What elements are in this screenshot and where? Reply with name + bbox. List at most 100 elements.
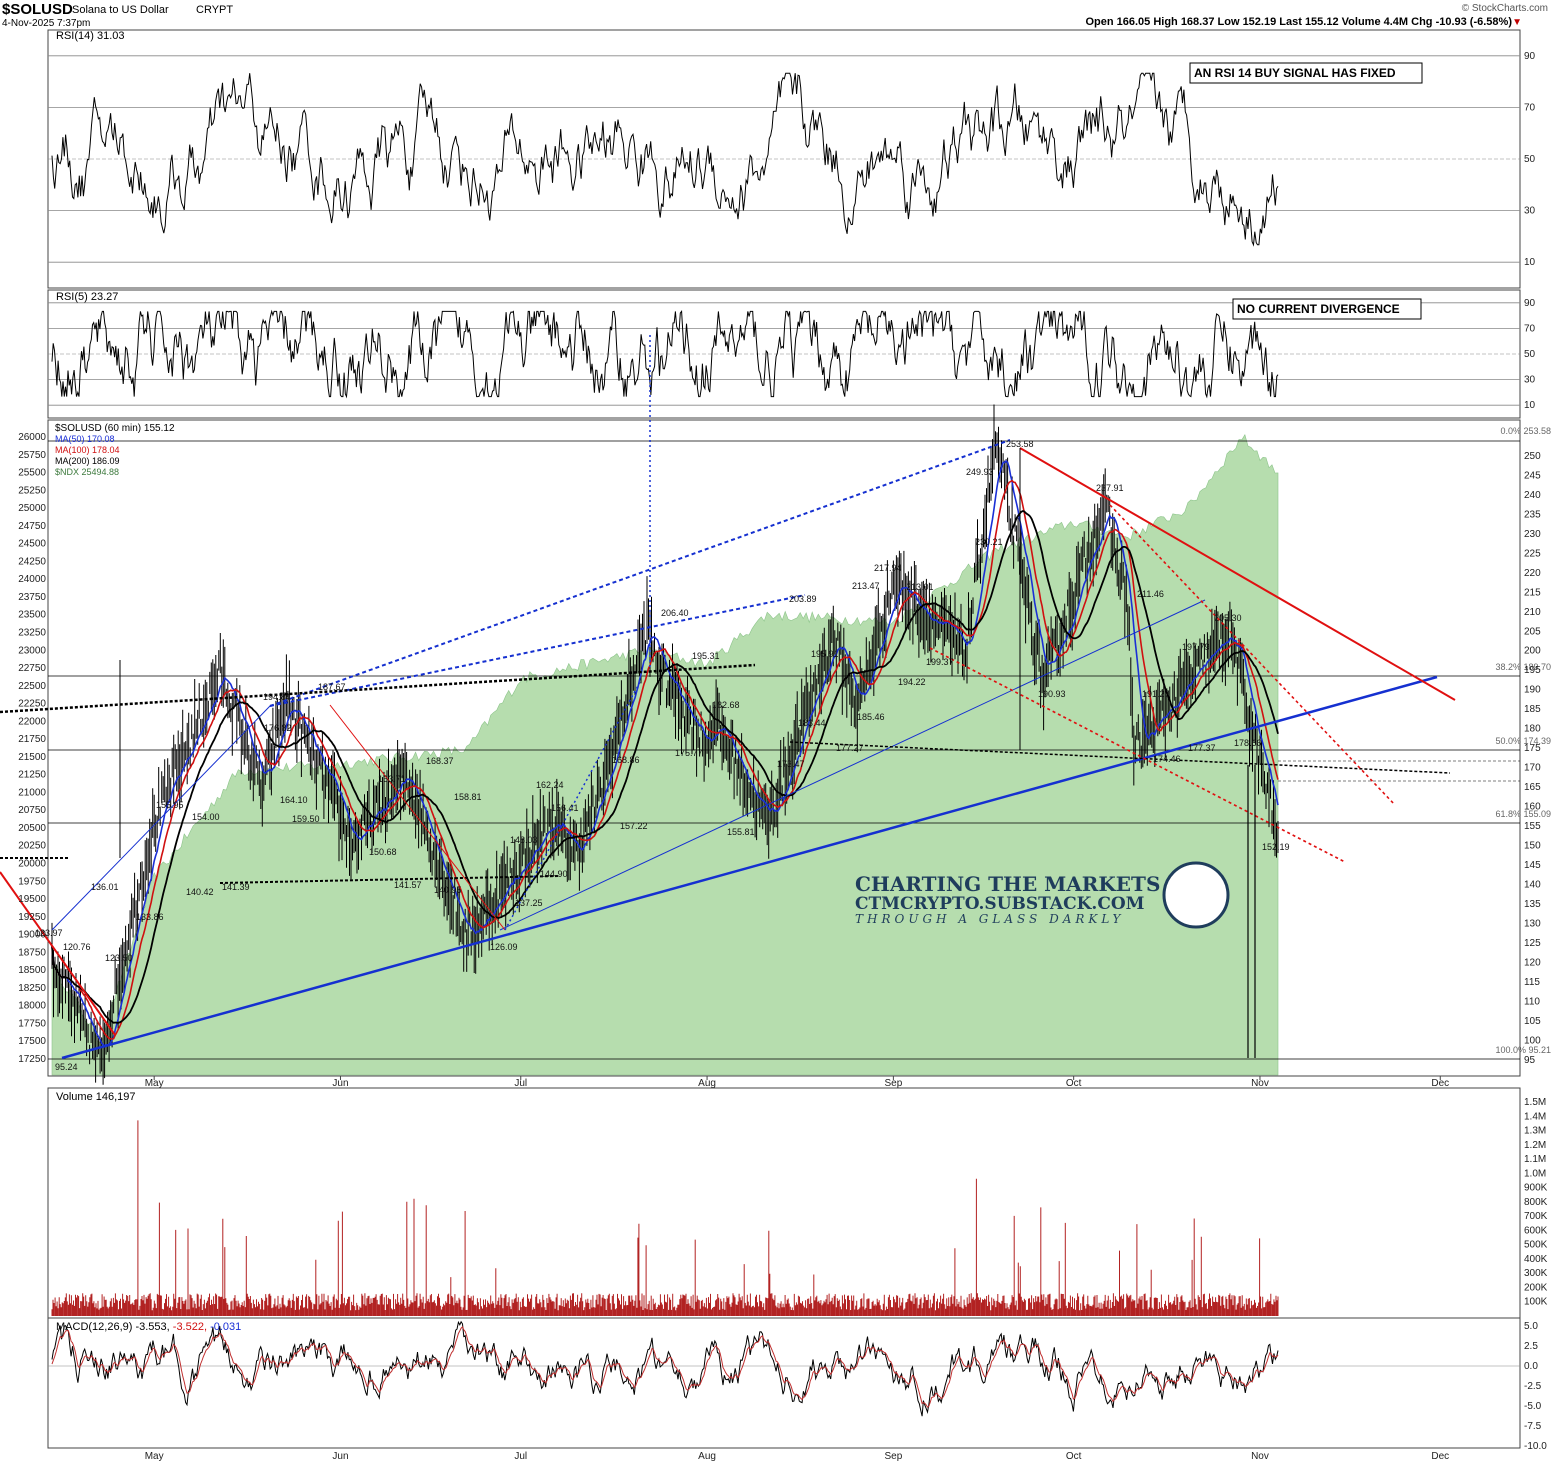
month-tick: Aug — [698, 1078, 716, 1089]
blue-channel-thin — [51, 705, 271, 931]
month-tick: Jun — [332, 1078, 348, 1089]
volume-tick: 400K — [1524, 1254, 1548, 1265]
volume-tick: 300K — [1524, 1268, 1548, 1279]
ndx-left-tick: 23250 — [18, 627, 46, 638]
price-annotation: 249.93 — [966, 467, 994, 477]
volume-tick: 1.2M — [1524, 1140, 1546, 1151]
price-annotation: 253.58 — [1006, 439, 1034, 449]
price-annotation: 95.24 — [55, 1062, 78, 1072]
black-support-dashed — [219, 875, 561, 884]
trendlines — [0, 335, 1456, 1060]
ndx-left-tick: 23500 — [18, 610, 46, 621]
price-annotation: 177.37 — [1188, 743, 1216, 753]
price-annotation: 203.89 — [789, 594, 817, 604]
price-right-tick: 135 — [1524, 899, 1541, 910]
price-annotation: 159.50 — [292, 814, 320, 824]
ndx-left-tick: 18500 — [18, 965, 46, 976]
logo-icon — [1162, 861, 1230, 929]
price-right-tick: 165 — [1524, 782, 1541, 793]
ndx-left-tick: 20000 — [18, 859, 46, 870]
price-right-tick: 115 — [1524, 977, 1540, 988]
month-tick: Nov — [1251, 1078, 1269, 1089]
ndx-left-tick: 26000 — [18, 432, 46, 443]
ndx-left-tick: 17250 — [18, 1054, 46, 1065]
price-right-tick: 190 — [1524, 685, 1541, 696]
rsi5-series — [48, 302, 1520, 406]
ndx-left-tick: 18250 — [18, 983, 46, 994]
price-annotation: 157.22 — [620, 821, 648, 831]
quote-line: Open 166.05 High 168.37 Low 152.19 Last … — [1085, 16, 1512, 28]
price-annotation: 178.66 — [1234, 738, 1262, 748]
price-right-tick: 185 — [1524, 704, 1541, 715]
price-right-tick: 250 — [1524, 451, 1541, 462]
price-annotation: 154.00 — [192, 812, 220, 822]
volume-tick: 600K — [1524, 1225, 1548, 1236]
macd-tick: 2.5 — [1524, 1341, 1538, 1352]
rsi5-label: RSI(5) 23.27 — [56, 291, 118, 303]
price-right-tick: 160 — [1524, 802, 1541, 813]
volume-tick: 200K — [1524, 1282, 1548, 1293]
ndx-left-tick: 23000 — [18, 645, 46, 656]
legend-ndx: $NDX 25494.88 — [55, 467, 119, 477]
price-annotation: 140.42 — [186, 887, 214, 897]
chart-name: Solana to US Dollar — [72, 4, 169, 16]
price-right-tick: 240 — [1524, 490, 1541, 501]
ndx-left-tick: 17500 — [18, 1036, 46, 1047]
rsi14-label: RSI(14) 31.03 — [56, 30, 124, 42]
month-tick-bottom: Jun — [332, 1451, 348, 1462]
price-annotation: 195.91 — [811, 649, 839, 659]
macd-tick: -10.0 — [1524, 1441, 1547, 1452]
month-tick: Dec — [1431, 1078, 1449, 1089]
rsi5-tick: 90 — [1524, 298, 1536, 309]
price-annotation: 213.47 — [852, 581, 880, 591]
macd-label-value: MACD(12,26,9) -3.553, — [56, 1321, 170, 1333]
price-annotation: 230.21 — [975, 537, 1003, 547]
macd-tick: 0.0 — [1524, 1361, 1538, 1372]
blue-upper-channel — [269, 439, 1011, 707]
macd-label: MACD(12,26,9) -3.553, -3.522, -0.031 — [56, 1321, 241, 1333]
ndx-left-tick: 22500 — [18, 681, 46, 692]
macd-signal-value: -3.522, — [170, 1321, 207, 1333]
price-right-tick: 215 — [1524, 587, 1541, 598]
watermark: CHARTING THE MARKETS AT CTMCRYPTO.SUBSTA… — [855, 861, 1230, 929]
price-panel — [47, 419, 1521, 1077]
macd-tick: 5.0 — [1524, 1321, 1538, 1332]
blue-support-trendline — [61, 675, 1438, 1060]
red-down-trendline — [0, 871, 116, 1036]
rsi14-tick: 10 — [1524, 257, 1536, 268]
price-annotation: 182.68 — [712, 700, 740, 710]
fib-label: 50.0% 174.39 — [1495, 736, 1551, 746]
price-right-tick: 195 — [1524, 665, 1541, 676]
price-annotation: 144.90 — [540, 869, 568, 879]
rsi14-tick: 50 — [1524, 154, 1536, 165]
month-tick: May — [145, 1078, 164, 1089]
price-right-tick: 210 — [1524, 607, 1541, 618]
price-annotation: 205.30 — [1214, 613, 1242, 623]
price-right-tick: 150 — [1524, 841, 1541, 852]
macd-hist-value: -0.031 — [207, 1321, 241, 1333]
price-annotation: 158.81 — [454, 792, 482, 802]
watermark-line2: CTMCRYPTO.SUBSTACK.COM — [855, 894, 1145, 914]
price-right-tick: 230 — [1524, 529, 1541, 540]
price-right-tick: 130 — [1524, 918, 1541, 929]
price-annotation: 199.37 — [926, 657, 954, 667]
chart-exchange: CRYPT — [196, 4, 233, 16]
ndx-left-tick: 19000 — [18, 930, 46, 941]
price-annotation: 136.01 — [91, 882, 119, 892]
volume-tick: 100K — [1524, 1297, 1548, 1308]
price-annotation: 190.93 — [1038, 689, 1066, 699]
price-annotation: 177.27 — [836, 743, 864, 753]
volume-tick: 1.4M — [1524, 1111, 1546, 1122]
ndx-left-tick: 24500 — [18, 539, 46, 550]
ndx-left-tick: 21000 — [18, 787, 46, 798]
volume-label: Volume 146,197 — [56, 1091, 136, 1103]
price-legend: $SOLUSD (60 min) 155.12 MA(50) 170.08 MA… — [55, 423, 175, 477]
price-annotation: 213.01 — [906, 582, 934, 592]
price-annotation: 123.97 — [35, 928, 63, 938]
rsi14-tick: 70 — [1524, 102, 1536, 113]
price-annotation: 137.25 — [515, 898, 543, 908]
price-annotation: 173.47 — [777, 759, 805, 769]
price-annotation: 237.91 — [1096, 483, 1124, 493]
volume-tick: 800K — [1524, 1197, 1548, 1208]
